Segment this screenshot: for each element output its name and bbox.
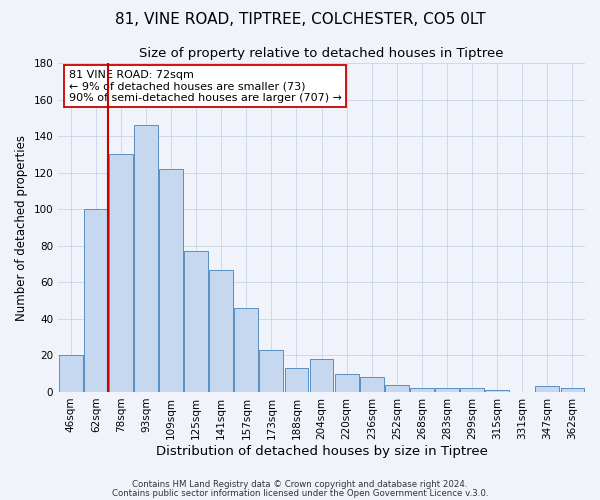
Text: Contains HM Land Registry data © Crown copyright and database right 2024.: Contains HM Land Registry data © Crown c…	[132, 480, 468, 489]
Bar	[535, 386, 559, 392]
Bar	[109, 154, 133, 392]
Bar	[235, 308, 258, 392]
Bar	[435, 388, 459, 392]
Bar	[209, 270, 233, 392]
Bar	[184, 252, 208, 392]
Bar	[460, 388, 484, 392]
Title: Size of property relative to detached houses in Tiptree: Size of property relative to detached ho…	[139, 48, 504, 60]
Bar	[59, 356, 83, 392]
Y-axis label: Number of detached properties: Number of detached properties	[15, 134, 28, 320]
X-axis label: Distribution of detached houses by size in Tiptree: Distribution of detached houses by size …	[155, 444, 488, 458]
Bar	[259, 350, 283, 392]
Bar	[134, 125, 158, 392]
Bar	[485, 390, 509, 392]
Bar	[410, 388, 434, 392]
Text: Contains public sector information licensed under the Open Government Licence v.: Contains public sector information licen…	[112, 488, 488, 498]
Text: 81 VINE ROAD: 72sqm
← 9% of detached houses are smaller (73)
90% of semi-detache: 81 VINE ROAD: 72sqm ← 9% of detached hou…	[69, 70, 342, 103]
Bar	[360, 378, 383, 392]
Bar	[284, 368, 308, 392]
Bar	[335, 374, 359, 392]
Bar	[560, 388, 584, 392]
Bar	[310, 359, 334, 392]
Bar	[159, 169, 183, 392]
Bar	[385, 384, 409, 392]
Text: 81, VINE ROAD, TIPTREE, COLCHESTER, CO5 0LT: 81, VINE ROAD, TIPTREE, COLCHESTER, CO5 …	[115, 12, 485, 28]
Bar	[84, 209, 108, 392]
